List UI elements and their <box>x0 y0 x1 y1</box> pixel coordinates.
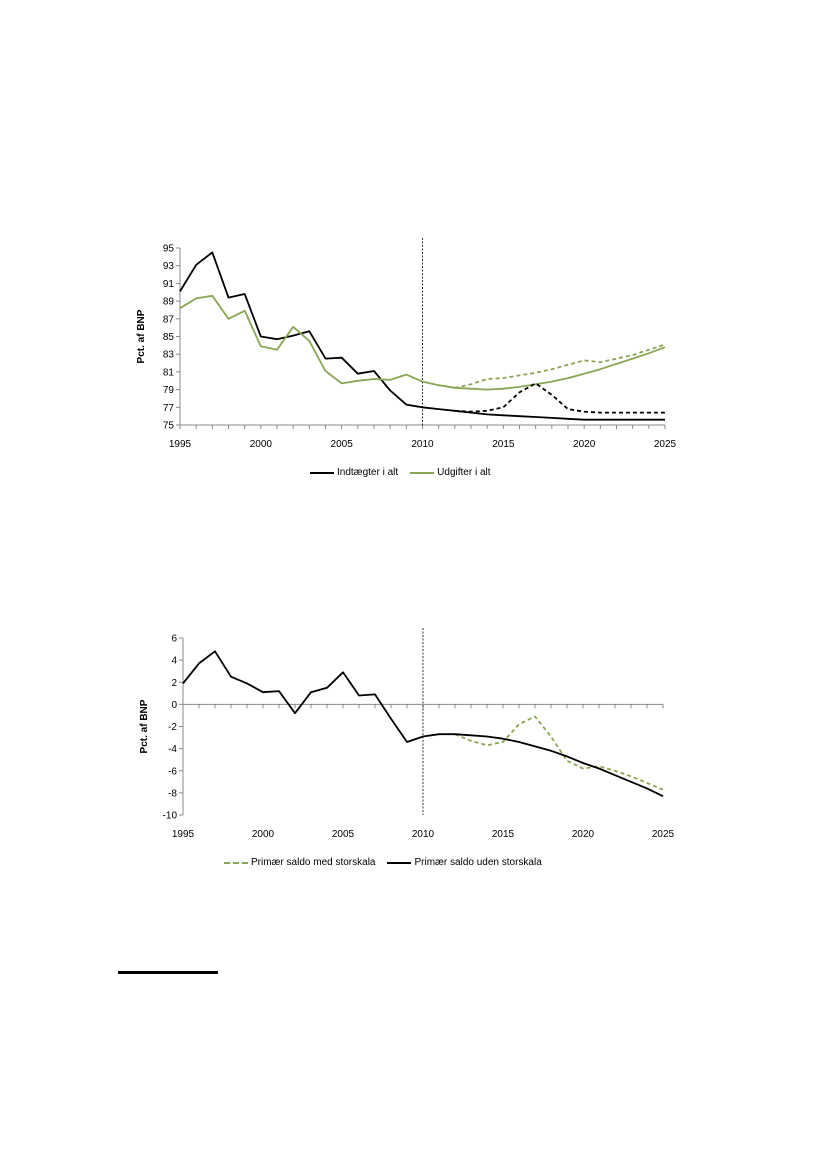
c2-y-tick-label: 0 <box>171 700 177 711</box>
c2-series-line-1 <box>182 650 664 798</box>
c1-y-axis-label: Pct. af BNP <box>136 309 147 363</box>
c2-x-tick-label: 2010 <box>412 829 435 840</box>
c1-y-tick-label: 87 <box>163 314 175 325</box>
c2-series-line-0 <box>454 715 664 791</box>
c1-x-tick-label: 2005 <box>331 439 354 450</box>
c2-y-tick-label: -6 <box>168 766 177 777</box>
c2-y-tick-label: -4 <box>168 744 177 755</box>
c1-x-tick-label: 2000 <box>250 439 273 450</box>
c1-y-tick-label: 75 <box>163 421 175 432</box>
c1-x-tick-label: 2020 <box>573 439 596 450</box>
legend-label: Indtægter i alt <box>337 467 399 478</box>
c2-y-tick-label: -10 <box>163 811 178 822</box>
c2-y-tick-label: 6 <box>171 634 177 645</box>
c2-x-tick-label: 2025 <box>652 829 675 840</box>
c1-x-tick-label: 2025 <box>654 439 677 450</box>
legend-item: Primær saldo med storskala <box>224 857 375 868</box>
legend-swatch <box>224 861 248 864</box>
c1-x-tick-label: 2010 <box>411 439 434 450</box>
c1-y-tick-label: 83 <box>163 350 175 361</box>
c2-x-tick-label: 2020 <box>572 829 595 840</box>
legend-primary-balance: Primær saldo med storskala Primær saldo u… <box>224 857 554 868</box>
chart-primary-balance: -10 -8 -6 -4 -2 0 2 4 6 1995 2000 2005 2010 2015 2020 2… <box>139 628 675 840</box>
c2-y-tick-label: -2 <box>168 722 177 733</box>
legend-item: Indtægter i alt <box>310 467 398 478</box>
c1-y-tick-label: 91 <box>163 279 175 290</box>
legend-revenue-expenditure: Indtægter i alt Udgifter i alt <box>310 467 503 478</box>
legend-label: Udgifter i alt <box>437 467 491 478</box>
footnote-rule <box>118 971 218 974</box>
c2-x-tick-label: 2015 <box>492 829 515 840</box>
c1-y-tick-label: 95 <box>163 244 175 255</box>
c2-y-axis-label: Pct. af BNP <box>139 699 150 753</box>
c1-y-tick-label: 85 <box>163 332 175 343</box>
c1-y-tick-label: 89 <box>163 297 175 308</box>
c2-y-tick-label: 2 <box>171 678 177 689</box>
legend-swatch <box>387 861 412 864</box>
legend-item: Primær saldo uden storskala <box>387 857 542 868</box>
c2-x-tick-label: 1995 <box>172 829 195 840</box>
c1-y-tick-label: 81 <box>163 367 175 378</box>
legend-swatch <box>410 471 435 474</box>
c1-series-line-0 <box>179 251 665 421</box>
c1-series-line-2 <box>454 382 665 414</box>
c2-y-tick-label: 4 <box>171 656 177 667</box>
c1-y-tick-label: 93 <box>163 261 175 272</box>
legend-swatch <box>310 471 334 474</box>
chart-revenue-expenditure: 75 77 79 81 83 85 87 89 91 93 95 1995 2000 2005 2010 20… <box>136 238 677 450</box>
c1-series-line-1 <box>179 294 666 391</box>
c2-x-tick-label: 2000 <box>252 829 275 840</box>
legend-item: Udgifter i alt <box>410 467 491 478</box>
legend-label: Primær saldo uden storskala <box>414 857 542 868</box>
legend-label: Primær saldo med storskala <box>251 857 376 868</box>
c1-y-tick-label: 79 <box>163 385 175 396</box>
c1-x-tick-label: 2015 <box>492 439 515 450</box>
c2-y-tick-label: -8 <box>168 788 177 799</box>
c1-x-tick-label: 1995 <box>169 439 192 450</box>
c1-y-tick-label: 77 <box>163 403 175 414</box>
c2-x-tick-label: 2005 <box>332 829 355 840</box>
c1-series-line-3 <box>454 343 666 389</box>
